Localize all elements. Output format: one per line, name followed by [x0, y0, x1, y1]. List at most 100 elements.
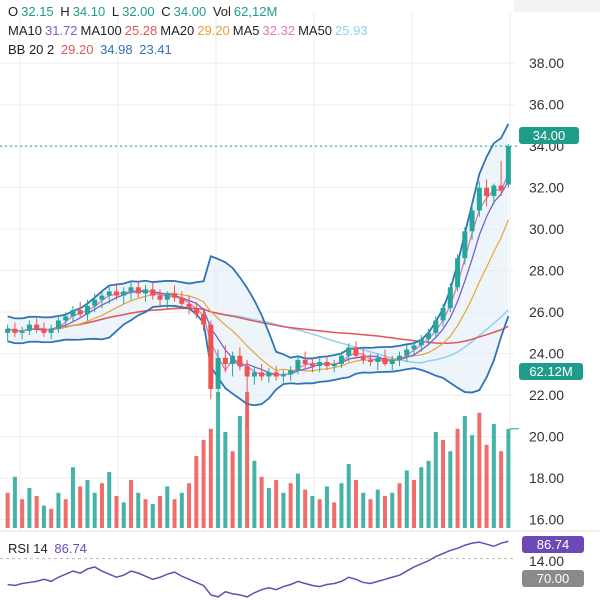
candle-body	[353, 347, 359, 356]
candle-body	[84, 305, 90, 315]
candle-body	[331, 364, 337, 367]
volume-bar	[470, 435, 475, 528]
candle-body	[143, 289, 149, 294]
candle-body	[92, 299, 98, 306]
candle-body	[346, 347, 352, 356]
volume-bar	[390, 492, 395, 528]
candle-body	[99, 295, 105, 300]
volume-bar	[237, 416, 242, 528]
volume-bar	[455, 428, 460, 528]
volume-label: Vol	[212, 4, 231, 19]
volume-bar	[12, 476, 17, 528]
ma-label-ma50: MA50	[298, 23, 333, 38]
volume-bar	[201, 440, 206, 528]
candle-body	[484, 187, 490, 196]
candle-body	[244, 366, 250, 377]
volume-bar	[179, 492, 184, 528]
candle-body	[338, 355, 344, 365]
volume-bars	[5, 392, 511, 528]
volume-bar	[208, 428, 213, 528]
candle-body	[41, 328, 47, 333]
volume-bar	[223, 432, 228, 528]
volume-bar	[274, 480, 279, 528]
volume-bar	[252, 460, 257, 528]
candle-body	[172, 293, 178, 298]
volume-bar	[245, 392, 250, 528]
candle-body	[273, 372, 279, 377]
candle-body	[440, 308, 446, 321]
ma-value-ma50: 25.93	[335, 23, 368, 38]
volume-bar	[165, 486, 170, 528]
volume-bar	[114, 496, 119, 528]
candle-body	[34, 324, 40, 329]
candle-body	[12, 328, 18, 333]
bb-lower-value: 23.41	[139, 42, 172, 57]
candle-body	[215, 357, 221, 389]
volume-bar	[295, 473, 300, 528]
candle-body	[302, 359, 308, 365]
price-tick-label: 24.00	[529, 346, 564, 362]
candle-body	[208, 324, 214, 389]
moving-average-legend: MA10 31.72 MA100 25.28 MA20 29.20 MA5 32.32 MA50…	[8, 23, 371, 38]
volume-bar	[172, 499, 177, 528]
volume-bar	[281, 492, 286, 528]
volume-bar	[20, 499, 25, 528]
volume-bar	[288, 483, 293, 528]
bb-lower-line	[7, 304, 510, 407]
open-value: 32.15	[21, 4, 54, 19]
rsi-value: 86.74	[54, 541, 87, 556]
candle-body	[367, 359, 373, 362]
candle-body	[106, 291, 112, 296]
price-tick-label: 16.00	[529, 512, 564, 528]
ma-label-ma100: MA100	[80, 23, 122, 38]
volume-bar	[383, 496, 387, 528]
candle-body	[491, 185, 497, 196]
candle-body	[317, 361, 323, 367]
price-tick-label: 38.00	[529, 55, 564, 71]
price-axis[interactable]: 38.0036.0034.0032.0030.0028.0026.0024.00…	[529, 55, 564, 527]
price-tick-label: 20.00	[529, 429, 564, 445]
candle-body	[77, 310, 83, 315]
price-tick-label: 36.00	[529, 97, 564, 113]
bollinger-band-fill	[7, 123, 509, 406]
ma-label-ma20: MA20	[160, 23, 195, 38]
volume-bar	[303, 489, 308, 528]
ohlc-legend: O 32.15 H 34.10 L 32.00 C 34.00 Vol 62,12M	[8, 4, 280, 19]
candle-body	[476, 187, 482, 211]
candle-body	[382, 357, 388, 365]
volume-bar	[368, 499, 373, 528]
bollinger-legend: BB 20 2 29.20 34.98 23.41	[8, 42, 175, 57]
price-tick-label: 18.00	[529, 470, 564, 486]
candle-body	[251, 372, 257, 377]
candle-body	[288, 370, 294, 375]
volume-bar	[353, 480, 358, 528]
price-tick-label: 32.00	[529, 180, 564, 196]
volume-bar	[462, 416, 467, 528]
candle-body	[26, 324, 32, 331]
volume-bar	[499, 451, 504, 528]
ma-value-ma20: 29.20	[197, 23, 230, 38]
volume-bar	[332, 502, 337, 528]
volume-bar	[129, 480, 133, 528]
candlesticks[interactable]	[5, 144, 511, 429]
rsi-pane[interactable]: 14.00	[0, 530, 600, 598]
volume-bar	[34, 496, 39, 528]
ma-label-ma5: MA5	[232, 23, 260, 38]
high-label: H	[60, 4, 70, 19]
candle-body	[193, 308, 199, 315]
volume-bar	[426, 460, 431, 528]
candle-body	[55, 320, 61, 329]
volume-bar	[121, 502, 126, 528]
candle-body	[70, 310, 76, 317]
volume-bar	[477, 412, 482, 528]
candle-body	[411, 345, 417, 350]
ma-value-ma100: 25.28	[124, 23, 158, 38]
candle-body	[397, 355, 403, 360]
candle-body	[179, 297, 185, 304]
app-corner-decoration	[514, 0, 600, 12]
price-tick-label: 22.00	[529, 387, 564, 403]
bollinger-fill-area	[7, 123, 509, 406]
candle-body	[259, 372, 265, 377]
candle-body	[157, 295, 163, 300]
